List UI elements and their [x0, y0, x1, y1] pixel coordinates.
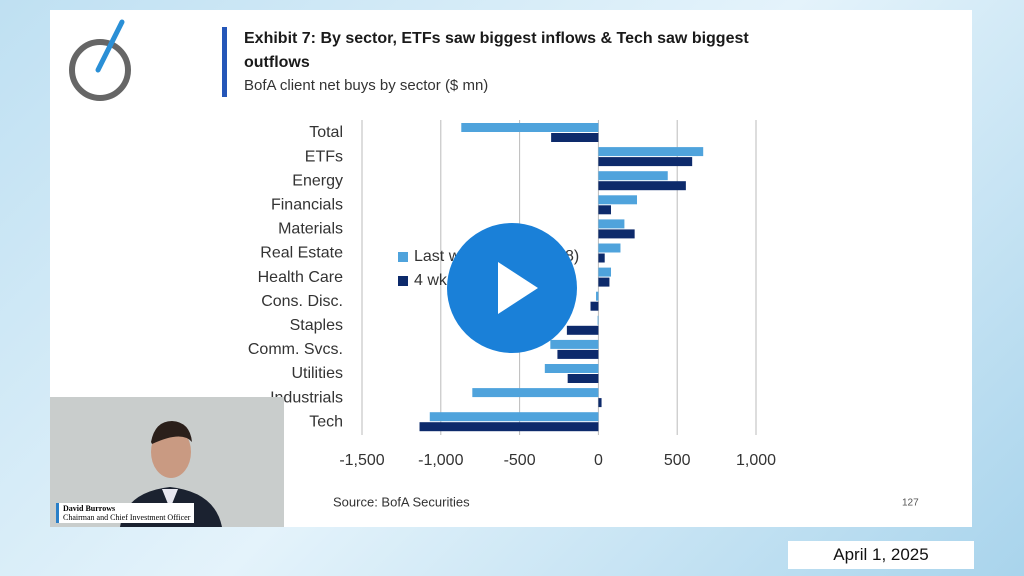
legend-swatch — [398, 276, 408, 286]
legend-label: Last w — [414, 248, 461, 265]
bar — [598, 229, 635, 239]
bar — [551, 133, 599, 142]
presenter-video: David Burrows Chairman and Chief Investm… — [50, 397, 284, 527]
presenter-name: David Burrows — [63, 504, 116, 513]
bar — [472, 388, 599, 398]
y-tick-label: ETFs — [305, 148, 343, 165]
y-tick-label: Energy — [292, 172, 343, 189]
page-number: 127 — [902, 498, 919, 509]
source: Source: BofA Securities — [333, 494, 470, 509]
y-tick-label: Financials — [271, 197, 343, 214]
bar — [598, 157, 693, 167]
bar — [598, 195, 638, 205]
y-tick-label: Staples — [290, 317, 343, 334]
y-tick-label: Utilities — [291, 365, 343, 382]
bar — [598, 243, 621, 253]
bar — [461, 123, 599, 132]
x-tick-label: 1,000 — [736, 452, 776, 469]
y-tick-label: Comm. Svcs. — [248, 341, 343, 358]
x-tick-label: 500 — [664, 452, 691, 469]
bar — [566, 325, 599, 335]
y-tick-label: Cons. Disc. — [261, 293, 343, 310]
x-tick-label: -500 — [504, 452, 536, 469]
legend-label: 4 wk — [414, 272, 448, 289]
bar — [429, 412, 599, 422]
nameplate: David Burrows Chairman and Chief Investm… — [56, 503, 195, 523]
bar — [598, 267, 612, 277]
legend-swatch — [398, 252, 408, 262]
chart-subtitle: BofA client net buys by sector ($ mn) — [244, 77, 489, 94]
x-tick-label: -1,000 — [418, 452, 463, 469]
bar — [596, 291, 599, 301]
x-tick-label: -1,500 — [339, 452, 384, 469]
bar — [598, 277, 610, 287]
bar — [598, 181, 686, 191]
y-tick-label: Materials — [278, 221, 343, 238]
y-tick-label: Health Care — [258, 269, 343, 286]
bar — [590, 301, 599, 311]
bar — [557, 349, 599, 359]
bar — [597, 315, 599, 325]
play-button[interactable] — [447, 223, 577, 353]
logo — [69, 19, 131, 101]
title-box: Exhibit 7: By sector, ETFs saw biggest i… — [222, 27, 804, 97]
bar — [598, 219, 625, 229]
bar — [544, 364, 599, 373]
bar — [419, 422, 599, 432]
bar — [598, 253, 605, 263]
bar — [598, 147, 704, 157]
date: April 1, 2025 — [788, 541, 974, 569]
y-tick-label: Tech — [309, 413, 343, 430]
presenter-role: Chairman and Chief Investment Officer — [63, 513, 191, 522]
bar — [567, 374, 599, 383]
bar — [598, 398, 602, 408]
y-tick-label: Industrials — [270, 389, 343, 406]
bar — [598, 205, 612, 215]
y-tick-label: Total — [309, 124, 343, 141]
bar — [598, 171, 668, 181]
chart-title: Exhibit 7: By sector, ETFs saw biggest i… — [244, 30, 749, 71]
x-tick-label: 0 — [594, 452, 603, 469]
y-tick-label: Real Estate — [260, 245, 343, 262]
bar — [550, 339, 599, 349]
